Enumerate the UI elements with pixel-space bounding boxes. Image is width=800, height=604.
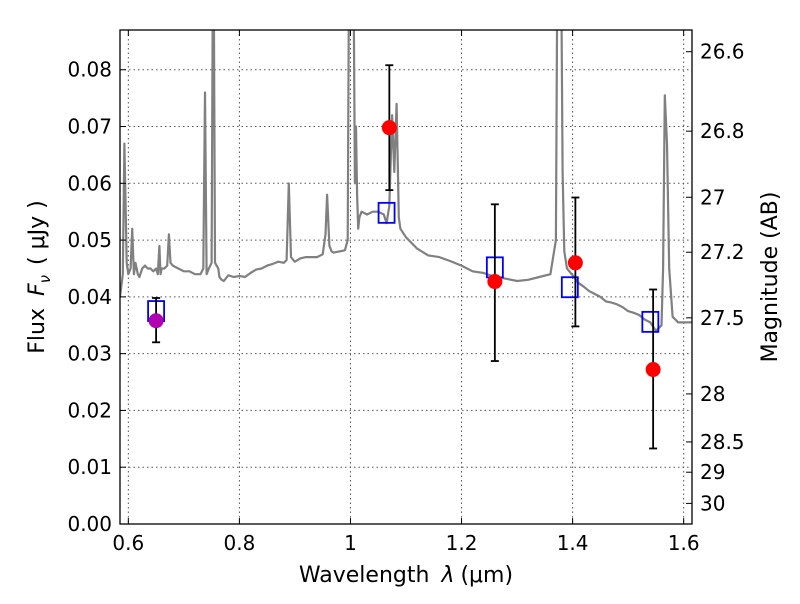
y-tick-label: 0.04 [67, 285, 112, 309]
x-tick-label: 0.8 [223, 531, 255, 555]
y-tick-label: 0.08 [67, 58, 112, 82]
y-axis-label: FluxFν( μJy ) [25, 200, 54, 353]
x-tick-label: 1.2 [446, 531, 478, 555]
observed-point [381, 120, 397, 136]
y-tick-label: 0.01 [67, 455, 112, 479]
y-tick-label: 0.07 [67, 115, 112, 139]
right-tick-label: 26.6 [700, 40, 745, 64]
model-point [560, 276, 579, 299]
observed-point [567, 255, 583, 271]
right-axis-label: Magnitude (AB) [758, 192, 783, 363]
right-tick-label: 28.5 [700, 430, 745, 454]
y-tick-label: 0.00 [67, 512, 112, 536]
observed-point [148, 313, 164, 329]
x-tick-label: 1 [344, 531, 357, 555]
right-tick-label: 28 [700, 382, 725, 406]
observed-point [645, 362, 661, 378]
axes: 0.6 0.8 1 1.2 1.4 1.6 0.00 0.01 0.02 0.03 0.04 0.05… [67, 30, 745, 555]
spectrum-line [120, 30, 692, 332]
plot-frame [119, 29, 693, 525]
data-layer [120, 30, 692, 450]
observed-point [487, 274, 503, 290]
x-axis-label: Wavelength λ (μm) [299, 563, 513, 588]
right-tick-label: 27 [700, 185, 725, 209]
model-point [377, 201, 396, 224]
model-point [641, 310, 660, 333]
right-tick-label: 26.8 [700, 119, 745, 143]
x-tick-label: 1.4 [557, 531, 589, 555]
y-tick-label: 0.06 [67, 171, 112, 195]
y-tick-label: 0.02 [67, 398, 112, 422]
right-tick-label: 27.5 [700, 306, 745, 330]
y-tick-label: 0.05 [67, 228, 112, 252]
x-tick-label: 1.6 [668, 531, 700, 555]
y-tick-label: 0.03 [67, 342, 112, 366]
x-tick-label: 0.6 [112, 531, 144, 555]
right-tick-label: 29 [700, 460, 725, 484]
right-tick-label: 27.2 [700, 240, 745, 264]
right-tick-label: 30 [700, 491, 725, 515]
